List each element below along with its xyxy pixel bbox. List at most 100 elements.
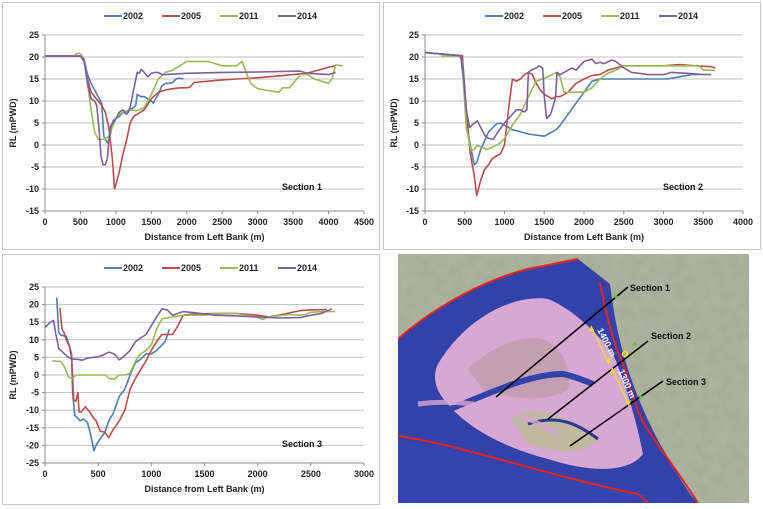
x-tick-label: 2000 [177, 217, 197, 227]
y-tick-label: 20 [29, 52, 39, 62]
x-tick-label: 4500 [354, 217, 374, 227]
y-tick-label: -5 [31, 388, 39, 398]
series-2002-line [45, 55, 184, 144]
distance-arrow-1300 [611, 367, 630, 407]
legend-label-2011: 2011 [239, 263, 259, 273]
legend-label-2002: 2002 [504, 11, 524, 21]
section-3-label: Section 3 [666, 377, 706, 387]
y-tick-label: 0 [414, 140, 419, 150]
series-2014-line [44, 307, 333, 361]
y-tick-label: -15 [26, 423, 39, 433]
x-axis-label: Distance from Left Bank (m) [524, 232, 644, 242]
legend-label-2011: 2011 [239, 11, 259, 21]
y-axis-label: RL (mPWD) [8, 350, 18, 399]
series-2005-line [59, 308, 327, 439]
y-tick-label: 5 [414, 118, 419, 128]
legend-label-2005: 2005 [181, 263, 201, 273]
x-tick-label: 2000 [248, 469, 268, 479]
y-axis-label: RL (mPWD) [389, 98, 399, 147]
section-3-marker [639, 395, 643, 399]
legend-label-2005: 2005 [181, 11, 201, 21]
y-tick-label: -20 [26, 440, 39, 450]
y-tick-label: -10 [26, 405, 39, 415]
y-tick-label: -15 [26, 206, 39, 216]
section-1-chart: -15 -10 -5 0 5 10 15 20 25 0 500 1000 1500 2000 2500 30… [8, 11, 374, 242]
legend-label-2014: 2014 [297, 263, 317, 273]
y-tick-label: -5 [31, 162, 39, 172]
series-2011-line [440, 55, 716, 152]
distance-arrow-1400 [590, 325, 610, 365]
section-annotation: Section 2 [663, 182, 703, 192]
section-3-line [569, 380, 664, 447]
series-2014-line [424, 51, 712, 141]
y-tick-label: 25 [29, 282, 39, 292]
y-tick-label: 0 [34, 370, 39, 380]
x-tick-label: 4000 [319, 217, 339, 227]
legend-label-2014: 2014 [678, 11, 698, 21]
series-2011-line [52, 310, 336, 380]
section-2-marker [633, 342, 637, 346]
river-map-image: 1400 m 1300 m Section 1 Section 2 Sectio… [397, 254, 749, 504]
y-tick-label: 15 [29, 317, 39, 327]
legend-label-2011: 2011 [620, 11, 640, 21]
series-2014-line [45, 55, 336, 166]
x-tick-label: 500 [91, 469, 106, 479]
x-tick-label: 1000 [494, 217, 514, 227]
y-tick-label: -5 [411, 162, 419, 172]
x-tick-label: 500 [457, 217, 472, 227]
y-tick-label: 0 [34, 140, 39, 150]
y-tick-label: 20 [409, 52, 419, 62]
y-tick-label: 15 [409, 74, 419, 84]
x-tick-label: 500 [73, 217, 88, 227]
legend-label-2014: 2014 [297, 11, 317, 21]
section-annotation: Section 1 [282, 182, 322, 192]
x-axis-label: Distance from Left Bank (m) [144, 232, 264, 242]
arrowhead [626, 400, 631, 406]
section-3-chart-panel: -25 -20 -15 -10 -5 0 5 10 15 20 25 0 500 1000 1500 2000… [2, 254, 380, 505]
x-tick-label: 1500 [141, 217, 161, 227]
x-tick-label: 2500 [614, 217, 634, 227]
x-tick-label: 0 [42, 469, 47, 479]
series-2002-line [424, 51, 700, 166]
legend-label-2002: 2002 [123, 263, 143, 273]
section-2-chart-panel: -15 -10 -5 0 5 10 15 20 25 0 500 1000 1500 2000 2500 30… [383, 2, 761, 250]
x-tick-label: 1000 [106, 217, 126, 227]
arrowhead [606, 358, 611, 364]
y-tick-label: 10 [29, 335, 39, 345]
y-tick-label: 10 [29, 96, 39, 106]
legend-label-2002: 2002 [123, 11, 143, 21]
x-tick-label: 0 [42, 217, 47, 227]
legend-label-2005: 2005 [562, 11, 582, 21]
y-tick-label: 5 [34, 352, 39, 362]
reference-point [621, 350, 629, 358]
section-1-marker [614, 295, 618, 299]
x-tick-label: 2500 [301, 469, 321, 479]
x-tick-label: 0 [422, 217, 427, 227]
right-bank-line [599, 281, 699, 504]
series-2005-line [424, 51, 716, 197]
south-bank-line [397, 435, 649, 504]
arrowhead [589, 326, 594, 332]
x-tick-label: 4000 [733, 217, 753, 227]
section-1-line [495, 286, 629, 398]
section-annotation: Section 3 [282, 439, 322, 449]
x-tick-label: 2000 [574, 217, 594, 227]
series-2011-line [45, 52, 343, 141]
y-tick-label: 25 [29, 30, 39, 40]
y-tick-label: 20 [29, 300, 39, 310]
river-channel-south [398, 439, 698, 503]
island-vegetation [468, 338, 570, 399]
x-tick-label: 1500 [534, 217, 554, 227]
x-tick-label: 3000 [653, 217, 673, 227]
y-tick-label: -10 [26, 184, 39, 194]
x-tick-label: 3000 [248, 217, 268, 227]
y-tick-label: 10 [409, 96, 419, 106]
y-tick-label: 25 [409, 30, 419, 40]
x-tick-label: 3000 [354, 469, 374, 479]
sandbar [417, 399, 560, 437]
y-tick-label: -10 [406, 184, 419, 194]
x-tick-label: 3500 [693, 217, 713, 227]
y-tick-label: 5 [34, 118, 39, 128]
series-2005-line [45, 55, 336, 190]
x-tick-label: 2500 [212, 217, 232, 227]
